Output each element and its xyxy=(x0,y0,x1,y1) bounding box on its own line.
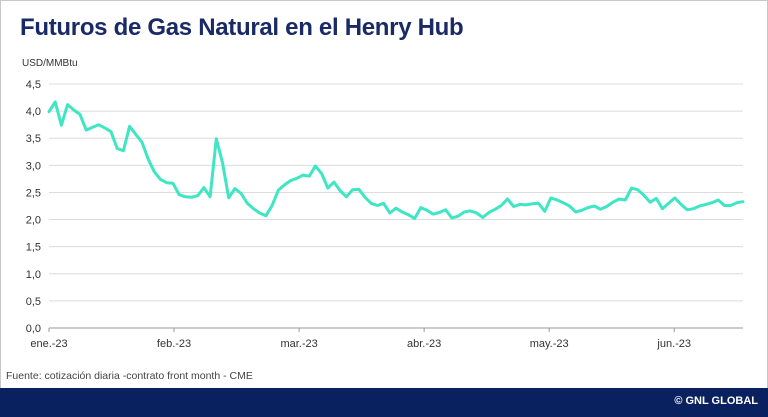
x-tick-label: jun.-23 xyxy=(656,338,691,350)
y-tick-label: 2,5 xyxy=(26,187,41,199)
y-tick-label: 4,0 xyxy=(26,106,41,118)
brand-label: © GNL GLOBAL xyxy=(674,395,758,407)
grid-lines xyxy=(49,83,743,302)
y-axis-ticks: 0,0 0,5 1,0 1,5 2,0 2,5 3,0 3,5 4,0 4,5 xyxy=(26,79,41,335)
x-axis-ticks: ene.-23 feb.-23 mar.-23 abr.-23 may.-23 jun.-… xyxy=(30,328,691,350)
y-tick-label: 3,5 xyxy=(26,133,41,145)
source-note: Fuente: cotización diaria -contrato fron… xyxy=(6,370,253,382)
series-group xyxy=(47,100,745,220)
x-tick-label: mar.-23 xyxy=(280,338,317,350)
chart-title: Futuros de Gas Natural en el Henry Hub xyxy=(20,14,464,41)
x-tick-label: abr.-23 xyxy=(407,338,441,350)
price-series-line xyxy=(47,100,745,220)
y-tick-label: 3,0 xyxy=(26,160,41,172)
y-tick-label: 0,5 xyxy=(26,296,41,308)
y-tick-label: 4,5 xyxy=(26,79,41,91)
y-tick-label: 1,5 xyxy=(26,242,41,254)
x-tick-label: feb.-23 xyxy=(157,338,191,350)
y-tick-label: 1,0 xyxy=(26,269,41,281)
footer-bar: © GNL GLOBAL xyxy=(0,388,768,417)
y-tick-label: 0,0 xyxy=(26,323,41,335)
y-tick-label: 2,0 xyxy=(26,215,41,227)
y-axis-unit: USD/MMBtu xyxy=(22,58,78,69)
x-tick-label: may.-23 xyxy=(530,338,569,350)
x-tick-label: ene.-23 xyxy=(30,338,67,350)
